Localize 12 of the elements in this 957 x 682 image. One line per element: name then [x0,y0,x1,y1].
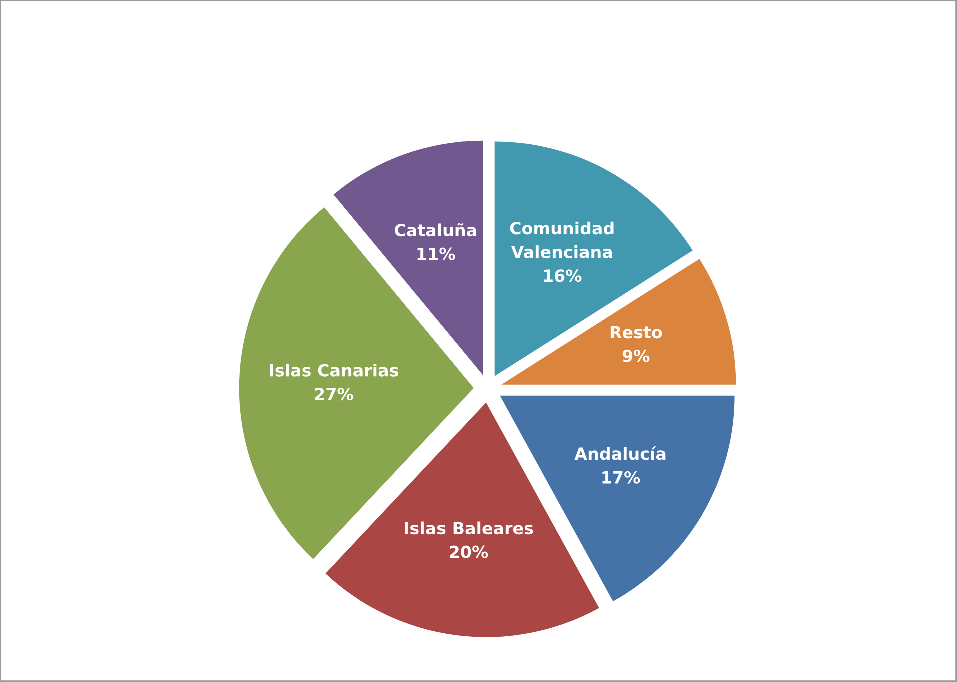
data-label: 11% [418,248,456,260]
data-label: 9% [622,350,650,362]
slice-label: Islas Canarias [270,364,398,377]
data-label: 17% [602,471,640,484]
data-label: 20% [450,546,488,558]
data-label: 16% [544,270,582,282]
slice-label: Andalucía [574,446,666,460]
slice-label: Cataluña [394,223,476,237]
slice-label: Comunidad Valenciana [510,222,614,258]
data-label: 27% [315,388,354,401]
slice-label: Islas Baleares [405,522,534,535]
slice-label: Resto [610,326,662,339]
